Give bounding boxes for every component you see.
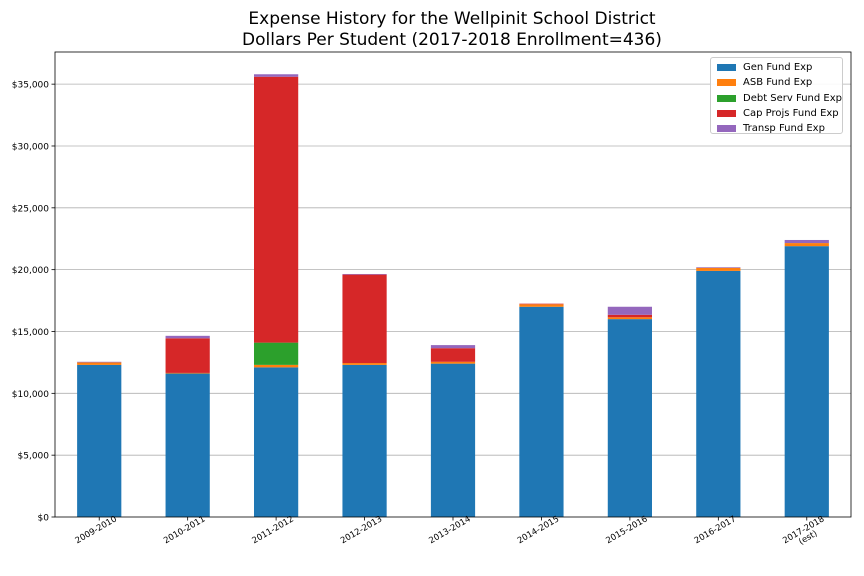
legend-swatch [717,64,736,72]
legend-label: Transp Fund Exp [743,123,825,135]
legend-swatch [717,79,736,87]
x-tick-label-line: 2013-2014 [427,514,472,546]
bar-segment [342,364,387,517]
bar-segment [519,304,564,307]
bar-segment [430,363,476,517]
y-tick-label: $5,000 [18,452,50,462]
bar-segment [254,367,299,517]
y-tick-label: $20,000 [12,266,49,276]
x-tick-label: 2010-2011 [162,514,207,546]
x-tick-label-line: 2015-2016 [604,514,649,546]
bar-segment [165,373,210,517]
bar-segment [430,345,476,349]
legend-swatch [717,125,736,133]
x-axis-ticks: 2009-2010 2010-2011 2011-2012 2012-2013 2013… [74,514,827,547]
chart-title-line-2: Dollars Per Student (2017-2018 Enrollmen… [242,30,662,50]
bar-segment [607,319,652,517]
legend-item: Gen Fund Exp [717,60,842,75]
legend-item: Transp Fund Exp [717,121,842,136]
bar-segment [77,364,122,517]
bar-segment [607,314,652,318]
legend-label: Gen Fund Exp [743,62,813,74]
x-tick-label-line: 2009-2010 [74,514,119,546]
bar-segment [165,372,210,374]
legend-item: Cap Projs Fund Exp [717,106,842,121]
x-tick-label-line: 2016-2017 [693,514,738,546]
x-tick-label: 2015-2016 [604,514,649,546]
bar-segment [342,273,387,275]
bar-segment [77,361,122,363]
bar-segment [430,348,476,362]
bar-segment [696,270,741,517]
bar-segment [696,267,741,271]
legend-item: ASB Fund Exp [717,75,842,90]
legend-item: Debt Serv Fund Exp [717,91,842,106]
x-tick-label-line: 2012-2013 [339,514,384,546]
y-tick-label: $30,000 [12,142,49,152]
legend-swatch [717,94,736,102]
legend-label: Cap Projs Fund Exp [743,108,839,120]
x-tick-label: 2011-2012 [251,514,296,546]
legend-label: Debt Serv Fund Exp [743,92,842,104]
x-tick-label: 2012-2013 [339,514,384,546]
bar-segment [784,243,829,247]
x-tick-label-line: 2010-2011 [162,514,207,546]
bar-segment [784,246,829,517]
bar-segment [165,338,210,373]
x-tick-label-line: 2014-2015 [516,514,561,546]
bar-segment [519,303,564,305]
y-tick-label: $25,000 [12,204,49,214]
bar-segment [519,306,564,517]
bar-segment [696,267,741,268]
y-tick-label: $35,000 [12,81,49,91]
x-tick-label: 2013-2014 [427,514,472,546]
bar-segment [254,74,299,77]
bar-segment [430,361,476,364]
x-tick-label: 2014-2015 [516,514,561,546]
bar-segment [254,342,299,365]
legend: Gen Fund Exp ASB Fund Exp Debt Serv Fund E… [710,57,843,134]
y-tick-label: $15,000 [12,328,49,338]
bar-segment [254,76,299,343]
legend-swatch [717,110,736,118]
bar-segment [784,239,829,244]
chart-title: Expense History for the Wellpinit School… [0,9,864,51]
bars [77,74,829,517]
bar-segment [165,335,210,339]
chart-title-line-1: Expense History for the Wellpinit School… [248,9,656,29]
y-tick-label: $0 [38,514,50,524]
legend-label: ASB Fund Exp [743,77,813,89]
y-axis-ticks: $0 $5,000 $10,000 $15,000 $20,000 $25,000 $30,… [12,81,55,524]
bar-segment [254,364,299,368]
x-tick-label: 2017-2018(est) [781,514,826,547]
bar-segment [77,362,122,365]
x-tick-label-line: 2011-2012 [251,514,296,546]
bar-segment [342,274,387,364]
x-tick-label: 2009-2010 [74,514,119,546]
y-tick-label: $10,000 [12,390,49,400]
bar-segment [607,317,652,320]
bar-segment [607,306,652,315]
bar-segment [342,363,387,365]
x-tick-label: 2016-2017 [693,514,738,546]
